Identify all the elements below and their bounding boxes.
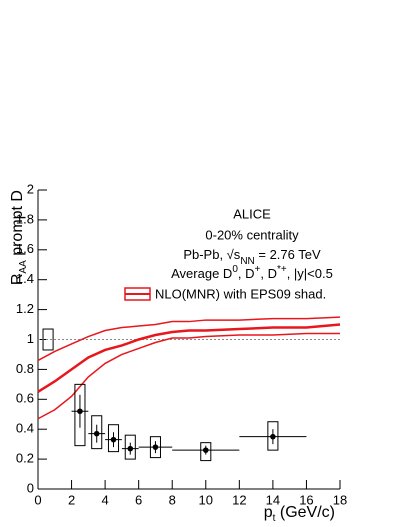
text-part: = 2.76 TeV <box>255 247 321 262</box>
text-part: Average D <box>171 266 232 281</box>
normalization-box <box>42 328 54 351</box>
data-point <box>127 445 134 452</box>
text-part: NN <box>240 256 254 267</box>
syst-box <box>200 442 212 462</box>
model-central <box>37 323 341 393</box>
x-tick-label: 2 <box>68 492 75 507</box>
text-part: t <box>273 513 276 524</box>
syst-box <box>124 434 136 460</box>
text-part: (GeV/c) <box>275 504 335 521</box>
model-lower <box>37 332 340 420</box>
annotation: ALICE <box>233 206 271 221</box>
data-point <box>77 408 83 415</box>
syst-box <box>107 424 120 453</box>
syst-box <box>91 415 103 450</box>
x-tick-label: 18 <box>333 492 347 507</box>
y-tick-label: 0.6 <box>16 391 34 406</box>
y-tick-label: 1.2 <box>16 301 34 316</box>
data-point <box>93 430 100 437</box>
data-point <box>202 447 209 453</box>
text-part: + <box>255 264 261 275</box>
text-part: prompt D <box>9 190 26 260</box>
syst-box <box>74 383 86 447</box>
text-part: p <box>264 504 273 521</box>
y-tick-label: 1.6 <box>16 241 34 256</box>
annotation: 0-20% centrality <box>205 227 299 242</box>
annotation: Pb-Pb, √sNN = 2.76 TeV <box>183 247 321 267</box>
x-tick-label: 16 <box>299 492 313 507</box>
y-tick-label: 1.4 <box>16 271 34 286</box>
x-tick-label: 10 <box>199 492 213 507</box>
text-part: R <box>9 274 26 286</box>
x-tick-label: 0 <box>34 492 41 507</box>
legend-label: NLO(MNR) with EPS09 shad. <box>155 286 326 301</box>
model-upper <box>37 316 341 362</box>
x-tick-label: 14 <box>266 492 280 507</box>
y-tick-label: 0 <box>27 480 34 495</box>
text-part: 0 <box>232 264 238 275</box>
text-part: , D <box>260 266 277 281</box>
data-point <box>110 436 117 443</box>
y-tick-label: 1.8 <box>16 211 34 226</box>
data-point <box>270 433 276 440</box>
syst-box <box>267 421 279 451</box>
x-tick-label: 12 <box>232 492 246 507</box>
text-part: Pb-Pb, √s <box>183 247 240 262</box>
y-tick-label: 0.2 <box>16 451 34 466</box>
x-axis-label: pt (GeV/c) <box>264 504 335 524</box>
annotation: Average D0, D+, D*+, |y|<0.5 <box>171 264 333 281</box>
text-part: *+ <box>277 264 287 275</box>
y-tick-label: 0.8 <box>16 361 34 376</box>
y-tick-label: 2 <box>27 181 34 196</box>
text-part: AA <box>18 260 29 274</box>
data-point <box>152 444 159 450</box>
x-tick-label: 4 <box>101 492 108 507</box>
x-tick-label: 8 <box>169 492 176 507</box>
text-part: , D <box>238 266 255 281</box>
y-tick-label: 0.4 <box>16 421 34 436</box>
y-axis-label: RAA prompt D <box>9 190 29 285</box>
x-tick-label: 6 <box>135 492 142 507</box>
y-tick-label: 1 <box>27 331 34 346</box>
text-part: , |y|<0.5 <box>287 266 333 281</box>
